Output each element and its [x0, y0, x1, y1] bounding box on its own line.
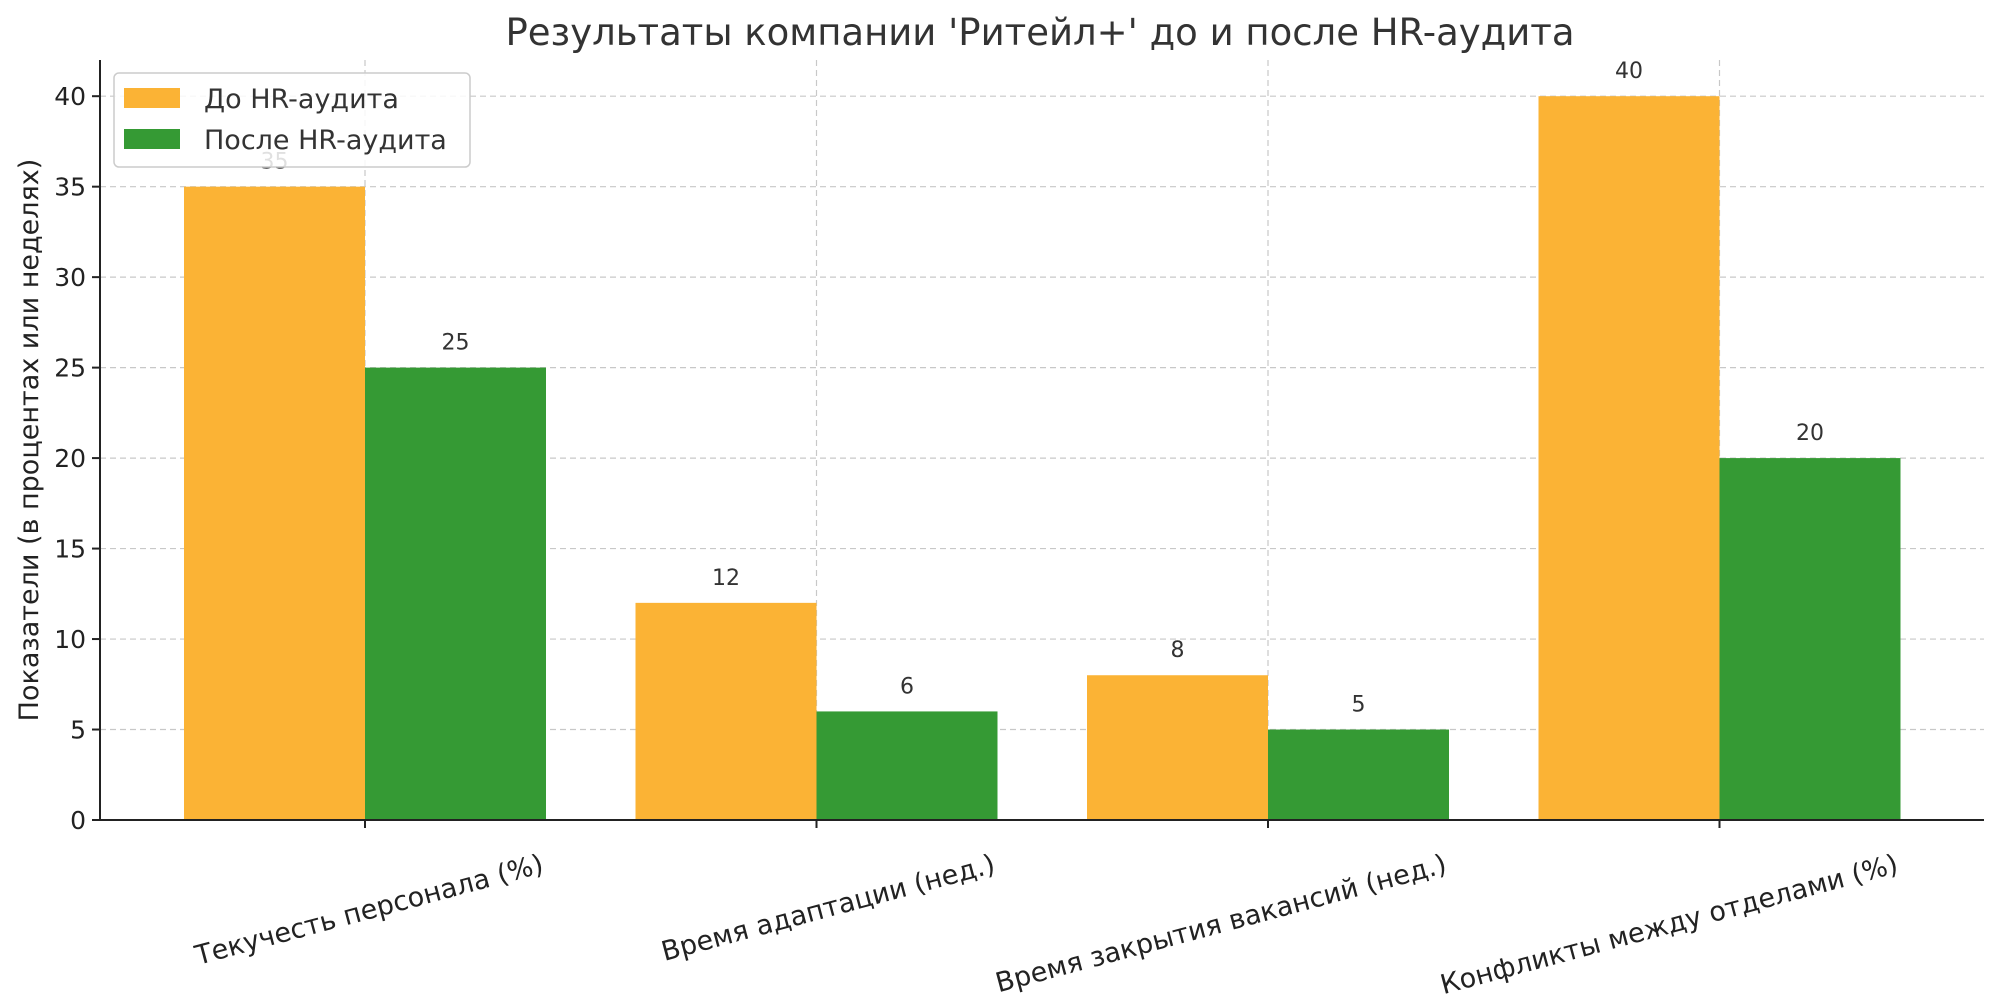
- data-label: 5: [1352, 693, 1366, 718]
- bar-after-2: [1268, 729, 1449, 820]
- bar-before-0: [184, 186, 365, 820]
- x-tick-label: Текучесть персонала (%): [191, 849, 547, 972]
- bar-after-3: [1719, 458, 1901, 820]
- legend-box: [113, 72, 471, 168]
- legend: До HR-аудита После HR-аудита: [113, 72, 471, 168]
- data-label: 25: [442, 331, 470, 356]
- data-label: 20: [1796, 421, 1824, 446]
- y-tick-label: 20: [54, 444, 86, 473]
- y-tick-label: 35: [54, 173, 86, 202]
- bar-after-0: [365, 367, 546, 820]
- y-tick-label: 40: [54, 82, 86, 111]
- y-tick-label: 15: [54, 535, 86, 564]
- y-axis-label: Показатели (в процентах или неделях): [14, 159, 45, 722]
- bars: [184, 96, 1901, 820]
- legend-swatch: [124, 88, 180, 108]
- x-tick-label: Конфликты между отделами (%): [1437, 849, 1901, 1001]
- x-tick-label: Время закрытия вакансий (нед.): [992, 849, 1449, 999]
- data-labels: 3512840256520: [261, 59, 1825, 717]
- bar-before-1: [635, 602, 817, 820]
- data-label: 6: [900, 674, 914, 699]
- data-label: 40: [1615, 59, 1643, 84]
- y-tick-label: 5: [70, 716, 86, 745]
- legend-label: До HR-аудита: [204, 84, 399, 115]
- bar-before-2: [1087, 675, 1268, 820]
- data-label: 8: [1171, 638, 1185, 663]
- chart-title: Результаты компании 'Ритейл+' до и после…: [505, 11, 1574, 54]
- y-tick-label: 0: [70, 806, 86, 835]
- legend-swatch: [124, 129, 180, 149]
- x-tick-label: Время адаптации (нед.): [658, 849, 998, 968]
- y-tick-label: 30: [54, 263, 86, 292]
- bar-before-3: [1538, 96, 1720, 820]
- y-tick-label: 25: [54, 354, 86, 383]
- y-tick-label: 10: [54, 625, 86, 654]
- data-label: 12: [712, 566, 740, 591]
- legend-label: После HR-аудита: [204, 125, 447, 156]
- bar-after-1: [816, 711, 998, 820]
